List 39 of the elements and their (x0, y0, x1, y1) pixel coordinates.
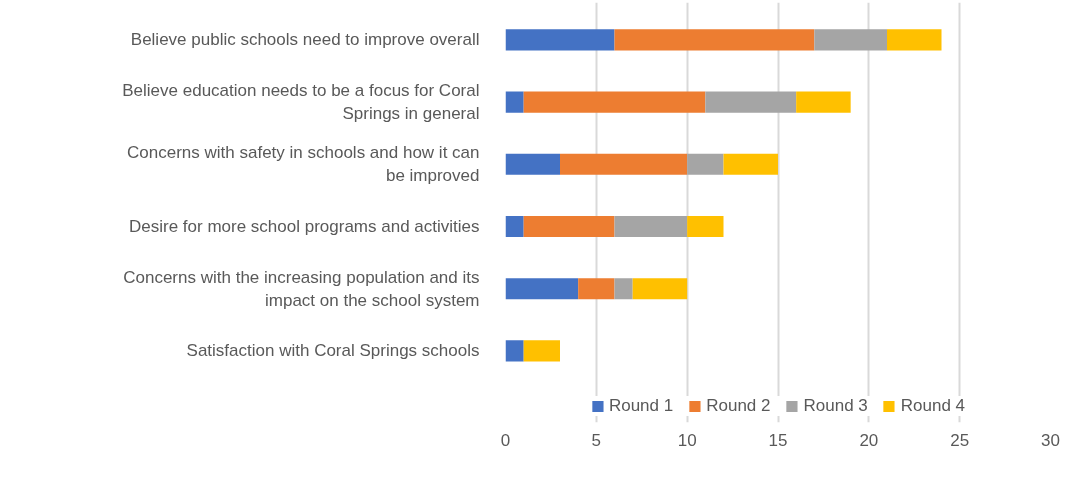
bar (505, 278, 579, 300)
bar (614, 215, 688, 238)
bar (887, 29, 942, 51)
bar (523, 91, 706, 113)
bar (523, 340, 560, 362)
x-tick-label: 15 (768, 430, 788, 450)
bar (505, 340, 524, 362)
bar (523, 215, 615, 238)
y-tick-label: Concerns with the increasing population and its impact on the school system (123, 267, 480, 310)
legend-label: Round 3 (803, 396, 868, 416)
x-tick-label: 0 (500, 430, 511, 450)
bar (687, 215, 724, 238)
bar (560, 153, 688, 175)
legend-label: Round 1 (608, 396, 674, 416)
bar (687, 153, 724, 175)
x-tick-label: 10 (677, 430, 697, 450)
y-tick-label: Satisfaction with Coral Springs schools (186, 341, 480, 361)
bar (796, 91, 851, 113)
y-tick-label: Desire for more school programs and activities (128, 217, 480, 236)
y-tick-label: Believe education needs to be a focus for Coral Springs in general (122, 81, 480, 123)
bar (505, 91, 524, 113)
x-tick-label: 20 (859, 430, 879, 450)
bar (723, 153, 778, 175)
y-tick-label: Concerns with safety in schools and how it can be improved (127, 143, 480, 186)
x-tick-label: 30 (1041, 430, 1060, 450)
bar (614, 29, 815, 51)
y-tick-label: Believe public schools need to improve overall (130, 30, 480, 50)
legend-label: Round 2 (706, 396, 771, 416)
bar (505, 153, 560, 175)
x-tick-label: 5 (591, 430, 602, 450)
bar (632, 278, 688, 300)
bar (578, 278, 615, 300)
legend-label: Round 4 (900, 396, 966, 416)
bar (614, 278, 633, 300)
x-tick-label: 25 (950, 430, 970, 450)
bar (814, 29, 887, 51)
bar (505, 29, 615, 51)
bar (705, 91, 797, 113)
bar (505, 215, 524, 238)
